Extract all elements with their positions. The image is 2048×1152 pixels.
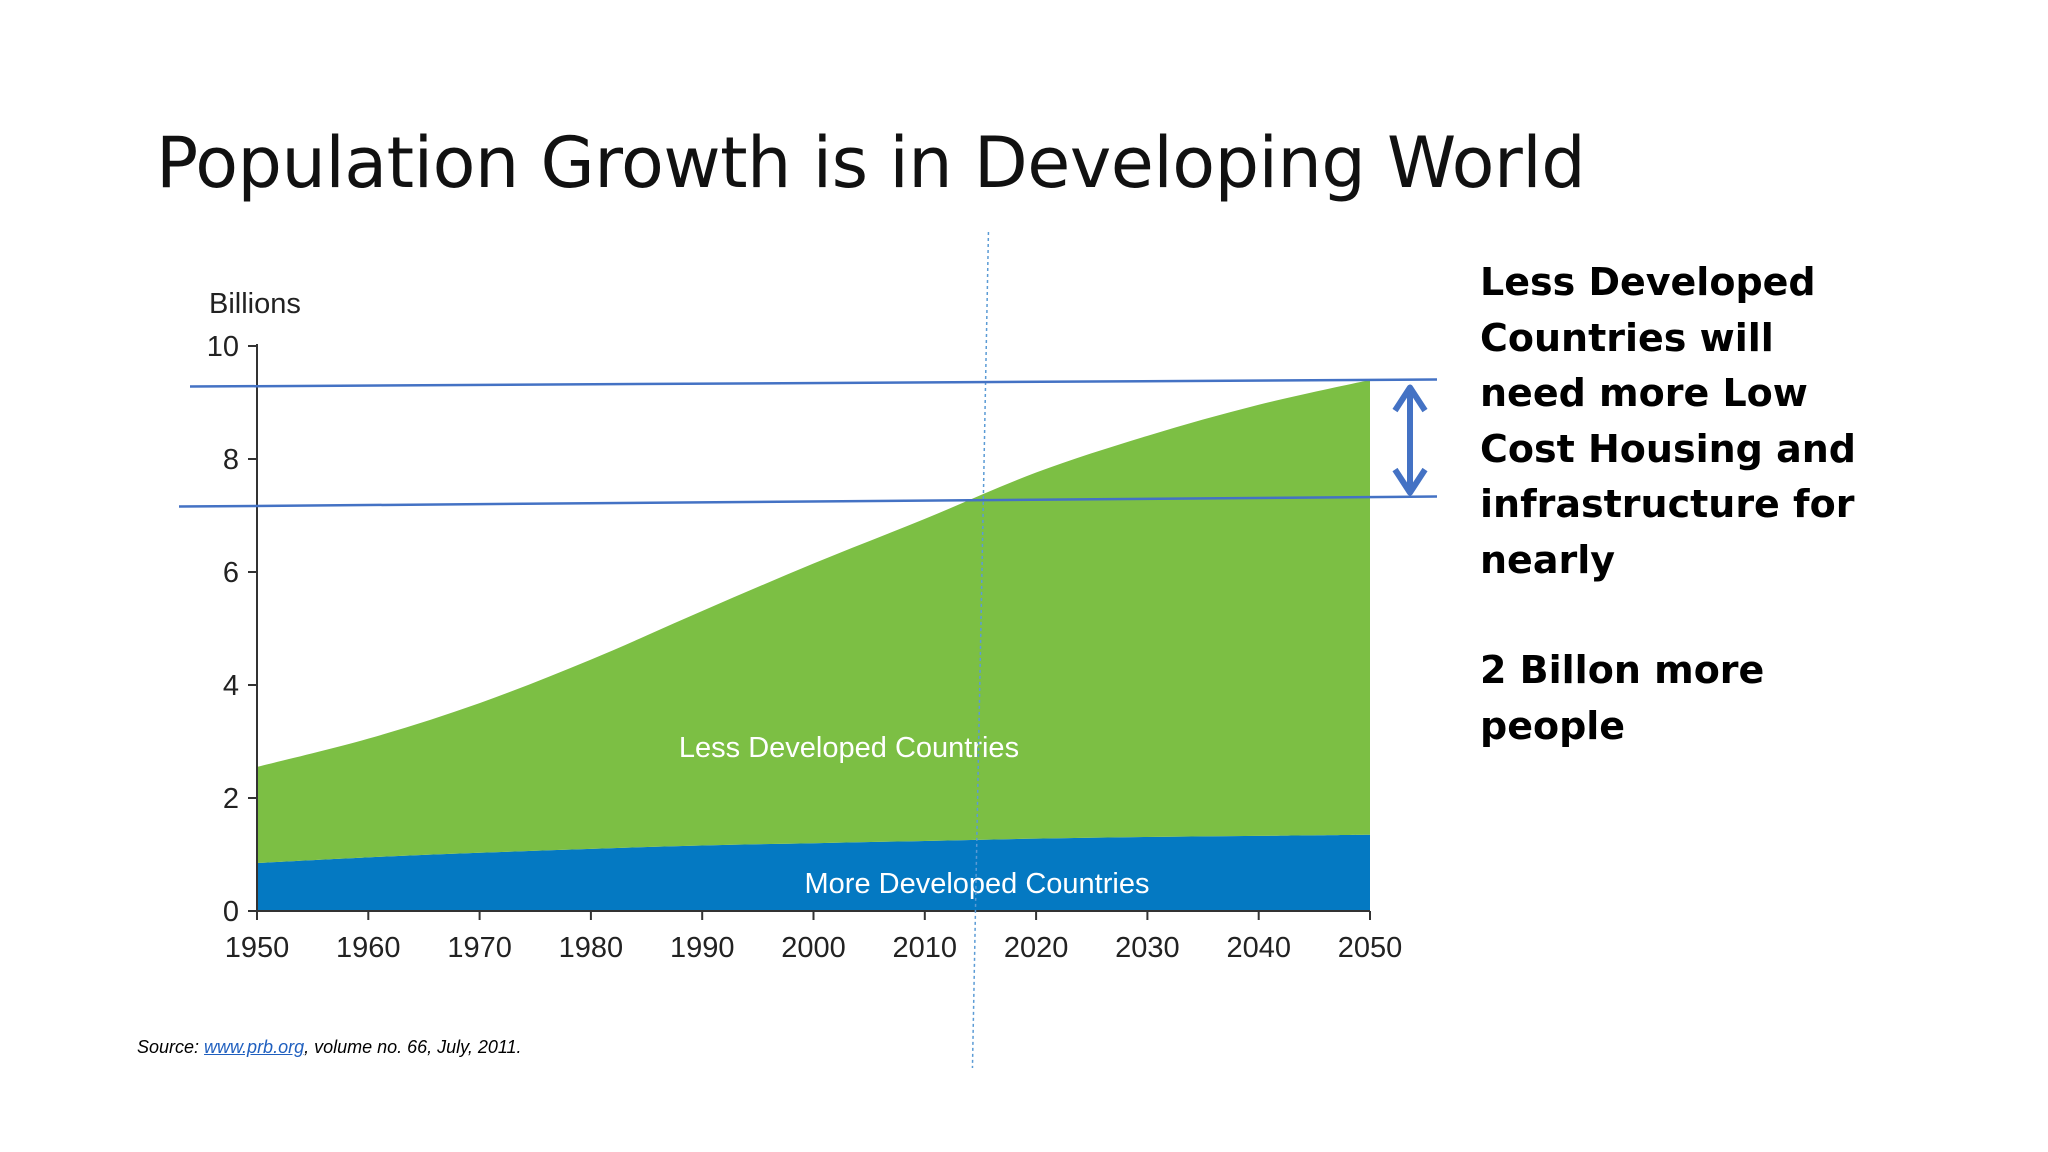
side-note: Less Developed Countries will need more … <box>1480 255 1860 754</box>
x-tick-label: 1950 <box>225 932 290 964</box>
upper-reference-line <box>189 378 1438 388</box>
paragraph-gap <box>1480 588 1860 643</box>
source-suffix: , volume no. 66, July, 2011. <box>304 1037 522 1057</box>
y-tick-label: 0 <box>223 896 239 928</box>
x-tick-label: 2020 <box>1004 932 1069 964</box>
x-tick-label: 1960 <box>336 932 401 964</box>
x-tick-label: 2000 <box>781 932 846 964</box>
y-tick-label: 4 <box>223 670 239 702</box>
y-tick-label: 2 <box>223 783 239 815</box>
y-tick-label: 8 <box>223 444 239 476</box>
y-tick-label: 6 <box>223 557 239 589</box>
x-tick-label: 2010 <box>893 932 958 964</box>
source-link[interactable]: www.prb.org <box>204 1037 305 1057</box>
x-tick-label: 1970 <box>447 932 512 964</box>
x-tick-label: 2040 <box>1226 932 1291 964</box>
x-tick-label: 2030 <box>1115 932 1180 964</box>
y-axis-label: Billions <box>209 288 301 320</box>
chart-annotations <box>178 231 1438 1069</box>
label-less-developed: Less Developed Countries <box>679 732 1019 764</box>
x-tick-label: 1990 <box>670 932 735 964</box>
label-more-developed: More Developed Countries <box>805 868 1150 900</box>
side-note-paragraph-1: Less Developed Countries will need more … <box>1480 260 1856 582</box>
chart-labels: Less Developed Countries More Developed C… <box>679 732 1150 900</box>
gap-arrow-head-down <box>1392 467 1428 496</box>
slide-title: Population Growth is in Developing World <box>156 122 1586 204</box>
gap-arrow-head-up <box>1392 384 1428 413</box>
area-series-1 <box>257 834 1370 911</box>
lower-reference-line <box>178 495 1438 508</box>
chart-areas <box>257 379 1370 911</box>
x-tick-label: 1980 <box>559 932 624 964</box>
y-tick-label: 10 <box>207 331 239 363</box>
side-note-paragraph-2: 2 Billon more people <box>1480 648 1765 748</box>
x-tick-label: 2050 <box>1338 932 1403 964</box>
source-citation: Source: www.prb.org, volume no. 66, July… <box>137 1037 522 1058</box>
chart-ticks: 1950 1960 1970 1980 1990 2000 2010 2020 2030 2040… <box>207 288 1403 964</box>
area-series-2 <box>257 379 1370 863</box>
source-prefix: Source: <box>137 1037 205 1057</box>
vertical-marker-line <box>971 231 990 1069</box>
